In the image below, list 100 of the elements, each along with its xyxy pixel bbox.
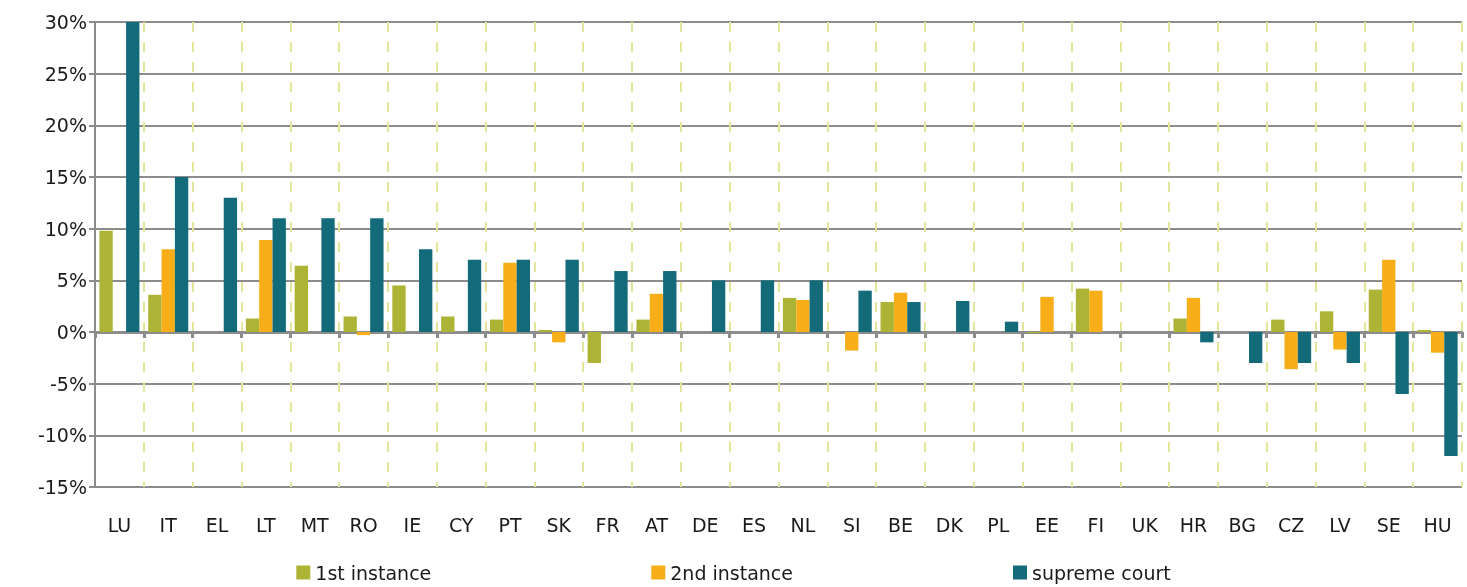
x-tick-label: DK <box>935 513 964 536</box>
bar <box>343 316 357 332</box>
x-tick-label: FR <box>595 513 620 536</box>
bar <box>1395 332 1409 394</box>
bar <box>1444 332 1458 456</box>
bar <box>796 299 810 332</box>
bar <box>1417 329 1431 332</box>
bar <box>1040 296 1054 332</box>
bar <box>441 316 455 332</box>
x-tick-label: LT <box>256 513 277 536</box>
x-tick-label: ES <box>742 513 767 536</box>
x-tick-label: AT <box>644 513 669 536</box>
x-tick-label: HU <box>1423 513 1452 536</box>
x-tick-label: PL <box>987 513 1010 536</box>
legend-label: 2nd instance <box>670 561 794 584</box>
bar <box>259 240 273 332</box>
bar <box>649 293 664 332</box>
bar <box>148 294 162 332</box>
bar <box>587 332 601 363</box>
bar <box>1248 332 1263 363</box>
x-tick-label: SE <box>1376 513 1401 536</box>
bar <box>1297 332 1312 363</box>
bar <box>614 271 628 332</box>
bar <box>1004 321 1019 332</box>
x-tick-label: IE <box>403 513 422 536</box>
x-tick-label: IT <box>159 513 178 536</box>
bar <box>467 259 482 332</box>
bar <box>663 271 677 332</box>
bar <box>552 332 566 343</box>
bar <box>845 332 859 351</box>
bar <box>760 280 775 332</box>
bar <box>858 290 872 332</box>
bar <box>1186 297 1201 332</box>
bar <box>1368 289 1383 332</box>
x-tick-label: RO <box>349 513 378 536</box>
y-tick-label: -15% <box>37 476 87 498</box>
x-tick-label: EL <box>205 513 229 536</box>
bar <box>1382 259 1396 332</box>
bar <box>161 249 175 332</box>
x-tick-label: MT <box>300 513 330 536</box>
x-tick-label: LU <box>107 513 132 536</box>
bar <box>565 259 579 332</box>
bar <box>419 249 433 332</box>
x-tick-label: DE <box>691 513 719 536</box>
bar <box>880 302 894 332</box>
bar <box>370 218 384 332</box>
y-tick-label: 30% <box>44 11 87 33</box>
x-tick-label: CZ <box>1277 513 1305 536</box>
bar <box>272 218 286 332</box>
bar <box>223 197 238 332</box>
y-tick-label: 15% <box>44 166 87 188</box>
bar <box>809 280 823 332</box>
bar <box>893 292 908 332</box>
y-tick-label: -5% <box>50 372 87 395</box>
bar <box>392 285 406 332</box>
bar <box>1271 319 1285 332</box>
bar <box>711 280 726 332</box>
x-tick-label: CY <box>448 513 474 536</box>
x-tick-label: HR <box>1179 513 1208 536</box>
x-tick-label: EE <box>1035 513 1060 536</box>
x-tick-label: PT <box>498 513 522 536</box>
legend-label: 1st instance <box>315 561 432 584</box>
x-tick-label: UK <box>1131 513 1159 536</box>
y-tick-label: 10% <box>44 217 87 240</box>
bar <box>294 265 309 332</box>
bar <box>321 218 335 332</box>
x-tick-label: BE <box>888 513 914 536</box>
bar <box>1173 318 1187 332</box>
bar <box>1284 332 1298 370</box>
bar <box>126 22 140 332</box>
bar <box>907 302 921 332</box>
bar <box>636 319 650 332</box>
bar <box>503 262 517 332</box>
x-tick-label: LV <box>1329 513 1351 536</box>
x-tick-label: NL <box>790 513 816 536</box>
bar <box>1346 332 1360 363</box>
bar <box>99 230 113 332</box>
bar <box>1333 332 1347 350</box>
bar <box>1319 311 1334 332</box>
bar <box>489 319 504 332</box>
bar <box>538 329 553 332</box>
bar <box>174 177 189 332</box>
bar <box>1089 290 1103 332</box>
y-tick-label: 25% <box>44 62 87 85</box>
bar <box>516 259 530 332</box>
y-tick-label: 5% <box>56 269 87 292</box>
bar <box>356 332 371 336</box>
x-tick-label: FI <box>1087 513 1105 536</box>
bar <box>1200 332 1214 343</box>
y-tick-label: -10% <box>37 424 87 447</box>
bar <box>245 318 260 332</box>
bar <box>1075 288 1090 332</box>
bar <box>956 301 970 332</box>
y-tick-label: 20% <box>44 114 87 137</box>
x-tick-label: SK <box>546 513 572 536</box>
x-tick-label: BG <box>1228 513 1257 536</box>
legend-label: supreme court <box>1032 561 1171 584</box>
x-tick-label: SI <box>842 513 861 536</box>
y-tick-label: 0% <box>56 321 87 343</box>
bar <box>782 297 797 332</box>
